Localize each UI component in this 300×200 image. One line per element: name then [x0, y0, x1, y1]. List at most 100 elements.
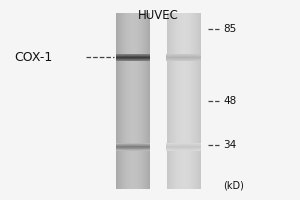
Bar: [176, 13, 177, 189]
Bar: [141, 13, 142, 189]
Bar: [167, 150, 201, 151]
Bar: [175, 13, 176, 189]
Bar: [116, 54, 150, 55]
Bar: [192, 13, 193, 189]
Text: 85: 85: [223, 24, 236, 34]
Bar: [148, 13, 149, 189]
Bar: [171, 13, 172, 189]
Bar: [146, 13, 147, 189]
Bar: [190, 13, 191, 189]
Bar: [116, 147, 150, 148]
Bar: [119, 13, 120, 189]
Bar: [173, 13, 174, 189]
Bar: [123, 13, 124, 189]
Bar: [129, 13, 130, 189]
Bar: [170, 13, 171, 189]
Bar: [183, 13, 184, 189]
Text: COX-1: COX-1: [15, 51, 53, 64]
Bar: [136, 13, 137, 189]
Bar: [182, 13, 183, 189]
Bar: [189, 13, 190, 189]
Bar: [134, 13, 135, 189]
Bar: [186, 13, 187, 189]
Bar: [147, 13, 148, 189]
Bar: [167, 146, 201, 147]
Bar: [168, 13, 169, 189]
Bar: [181, 13, 182, 189]
Bar: [167, 58, 201, 59]
Bar: [116, 144, 150, 145]
Bar: [116, 59, 150, 60]
Bar: [179, 13, 180, 189]
Bar: [116, 143, 150, 144]
Bar: [169, 13, 170, 189]
Bar: [188, 13, 189, 189]
Bar: [116, 60, 150, 61]
Text: HUVEC: HUVEC: [138, 9, 178, 22]
Bar: [116, 146, 150, 147]
Bar: [131, 13, 132, 189]
Bar: [126, 13, 127, 189]
Bar: [124, 13, 125, 189]
Bar: [145, 13, 146, 189]
Bar: [167, 57, 201, 58]
Bar: [144, 13, 145, 189]
Bar: [196, 13, 197, 189]
Bar: [172, 13, 173, 189]
Bar: [197, 13, 198, 189]
Bar: [132, 13, 133, 189]
Bar: [135, 13, 136, 189]
Bar: [167, 59, 201, 60]
Bar: [184, 13, 185, 189]
Bar: [167, 143, 201, 144]
Bar: [116, 13, 117, 189]
Bar: [137, 13, 138, 189]
Bar: [116, 55, 150, 56]
Bar: [116, 57, 150, 58]
Bar: [130, 13, 131, 189]
Bar: [199, 13, 200, 189]
Bar: [116, 145, 150, 146]
Bar: [167, 60, 201, 61]
Bar: [133, 13, 134, 189]
Bar: [116, 56, 150, 57]
Bar: [198, 13, 199, 189]
Bar: [167, 145, 201, 146]
Text: 34: 34: [223, 140, 236, 150]
Bar: [125, 13, 126, 189]
Bar: [185, 13, 186, 189]
Text: 48: 48: [223, 96, 236, 106]
Bar: [187, 13, 188, 189]
Bar: [143, 13, 144, 189]
Bar: [128, 13, 129, 189]
Bar: [116, 58, 150, 59]
Bar: [177, 13, 178, 189]
Bar: [174, 13, 175, 189]
Bar: [116, 149, 150, 150]
Bar: [167, 148, 201, 149]
Bar: [118, 13, 119, 189]
Bar: [167, 144, 201, 145]
Text: (kD): (kD): [223, 180, 244, 190]
Bar: [193, 13, 194, 189]
Bar: [167, 56, 201, 57]
Bar: [194, 13, 195, 189]
Bar: [139, 13, 140, 189]
Bar: [116, 150, 150, 151]
Bar: [167, 147, 201, 148]
Bar: [178, 13, 179, 189]
Bar: [167, 55, 201, 56]
Bar: [167, 149, 201, 150]
Bar: [142, 13, 143, 189]
Bar: [195, 13, 196, 189]
Bar: [138, 13, 139, 189]
Bar: [149, 13, 150, 189]
Bar: [180, 13, 181, 189]
Bar: [191, 13, 192, 189]
Bar: [167, 54, 201, 55]
Bar: [122, 13, 123, 189]
Bar: [116, 148, 150, 149]
Bar: [120, 13, 121, 189]
Bar: [140, 13, 141, 189]
Bar: [200, 13, 201, 189]
